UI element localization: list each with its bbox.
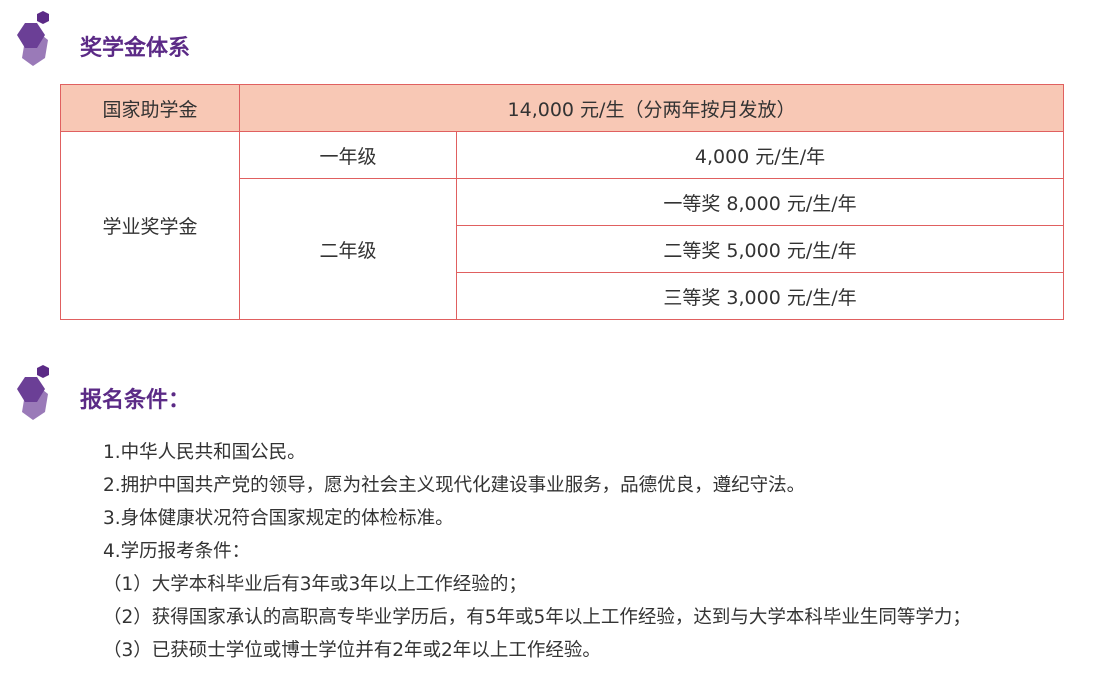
table-row: 学业奖学金 一年级 4,000 元/生/年 <box>60 131 1064 320</box>
cell-year1-value: 4,000 元/生/年 <box>456 131 1064 179</box>
cell-year1-label: 一年级 <box>239 131 457 179</box>
table-row: 二年级 一等奖 8,000 元/生/年 <box>61 178 1064 320</box>
list-item: 3.身体健康状况符合国家规定的体检标准。 <box>103 508 454 529</box>
cell-academic-label: 学业奖学金 <box>60 131 240 320</box>
list-item: 4.学历报考条件： <box>103 541 251 562</box>
list-item: 1.中华人民共和国公民。 <box>103 442 306 463</box>
list-item: 2.拥护中国共产党的领导，愿为社会主义现代化建设事业服务，品德优良，遵纪守法。 <box>103 475 806 496</box>
list-item: （3）已获硕士学位或博士学位并有2年或2年以上工作经验。 <box>103 640 601 661</box>
table-row: 三等奖 3,000 元/生/年 <box>61 272 1064 320</box>
cell-year2-value: 三等奖 3,000 元/生/年 <box>456 272 1064 320</box>
hexagon-icon <box>17 11 49 66</box>
cell-year2-value: 二等奖 5,000 元/生/年 <box>456 225 1064 273</box>
section-title-scholarship: 奖学金体系 <box>80 36 191 61</box>
scholarship-table: 国家助学金 14,000 元/生（分两年按月发放） 学业奖学金 一年级 4,00… <box>60 84 1064 320</box>
cell-year2-label: 二年级 <box>239 178 457 320</box>
cell-national-value: 14,000 元/生（分两年按月发放） <box>239 84 1064 132</box>
cell-year2-value: 一等奖 8,000 元/生/年 <box>456 178 1064 226</box>
list-item: （2）获得国家承认的高职高专毕业学历后，有5年或5年以上工作经验，达到与大学本科… <box>103 607 971 628</box>
section-title-requirements: 报名条件： <box>80 388 191 413</box>
list-item: （1）大学本科毕业后有3年或3年以上工作经验的； <box>103 574 527 595</box>
hexagon-icon <box>17 365 49 420</box>
table-row: 国家助学金 14,000 元/生（分两年按月发放） <box>60 84 1064 132</box>
cell-national-label: 国家助学金 <box>60 84 240 132</box>
requirements-list: 1.中华人民共和国公民。 2.拥护中国共产党的领导，愿为社会主义现代化建设事业服… <box>103 436 971 667</box>
